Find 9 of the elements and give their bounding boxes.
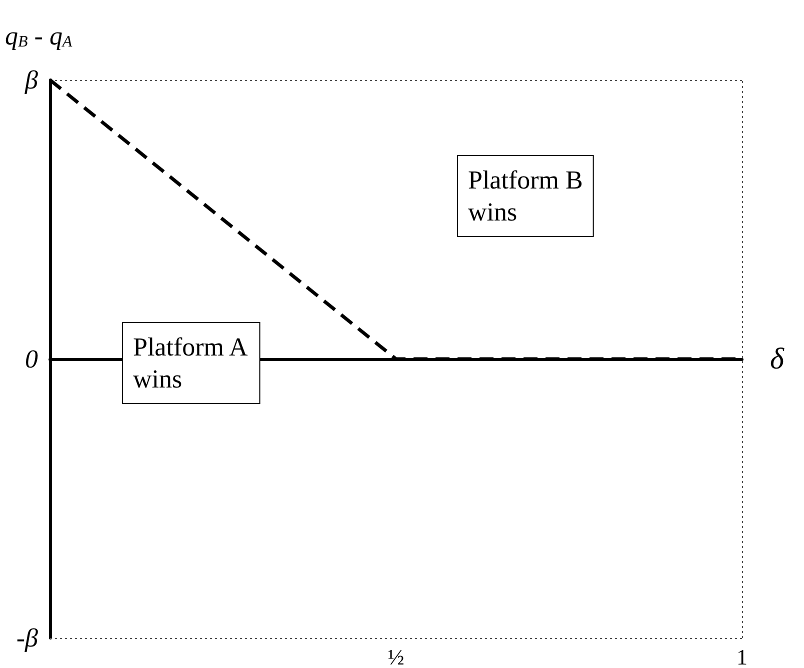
annotation: Platform B wins bbox=[468, 166, 583, 226]
ref-line-label: 0 bbox=[25, 344, 38, 374]
annotation: Platform A wins bbox=[133, 332, 248, 394]
x-tick-label: ½ bbox=[388, 644, 404, 668]
ref-line-label: -β bbox=[16, 624, 38, 652]
ref-line-label: β bbox=[24, 66, 38, 94]
y-axis-title: qB - qA bbox=[5, 22, 72, 50]
x-axis-title: δ bbox=[770, 342, 785, 376]
x-tick-label: 1 bbox=[736, 644, 748, 668]
